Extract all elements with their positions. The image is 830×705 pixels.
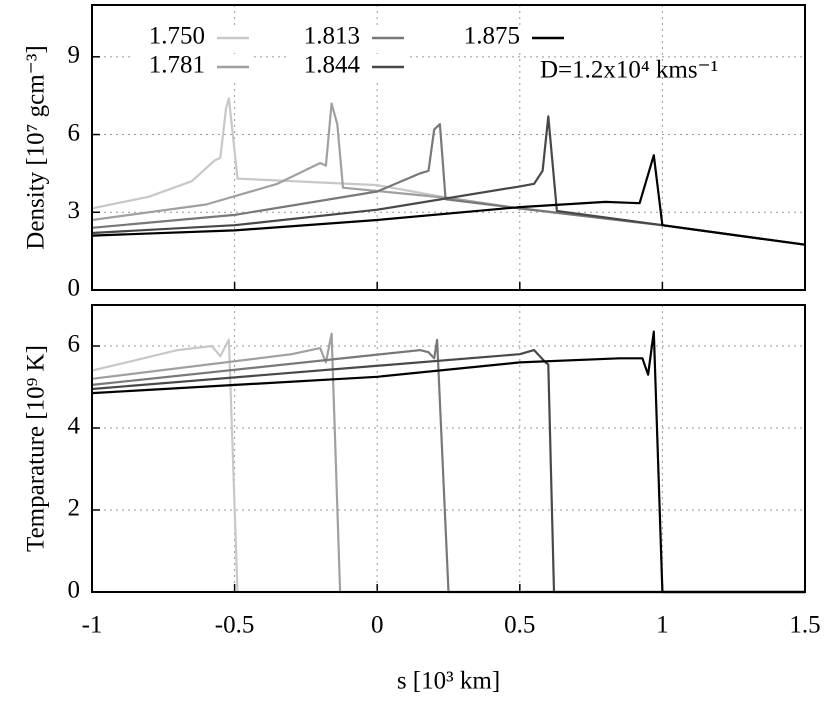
legend-label: 1.813 [304,23,360,50]
data-line [91,123,806,246]
y-tick-label: 3 [68,197,81,224]
data-line [91,338,805,594]
y-tick-label: 4 [68,413,81,440]
x-axis-label: s [10³ km] [397,668,500,695]
plot-frame [91,304,806,593]
y-tick-label: 0 [68,275,81,302]
legend-label: 1.844 [304,52,361,79]
y-axis-label: Density [10⁷ gcm⁻³] [23,45,50,249]
y-tick-label: 0 [68,577,81,604]
x-tick-label: 1 [656,612,669,639]
data-line [91,97,806,246]
annotation: D=1.2x10⁴ kms⁻¹ [540,57,718,84]
data-line [91,338,805,594]
data-line [91,332,805,594]
x-tick-label: 1.5 [789,612,820,639]
legend-label: 1.750 [149,23,205,50]
y-tick-label: 6 [68,119,81,146]
y-tick-label: 6 [68,331,81,358]
x-tick-label: 0 [371,612,384,639]
x-tick-label: -0.5 [215,612,255,639]
legend-label: 1.781 [149,52,205,79]
data-line [91,330,805,594]
y-axis-label: Temparature [10⁹ K] [23,345,50,552]
y-tick-label: 2 [68,495,81,522]
x-tick-label: 0.5 [504,612,535,639]
data-line [91,115,806,246]
legend-label: 1.875 [464,23,520,50]
data-line [91,154,806,246]
x-tick-label: -1 [82,612,103,639]
y-tick-label: 9 [68,42,81,69]
plot-frame [91,4,806,291]
